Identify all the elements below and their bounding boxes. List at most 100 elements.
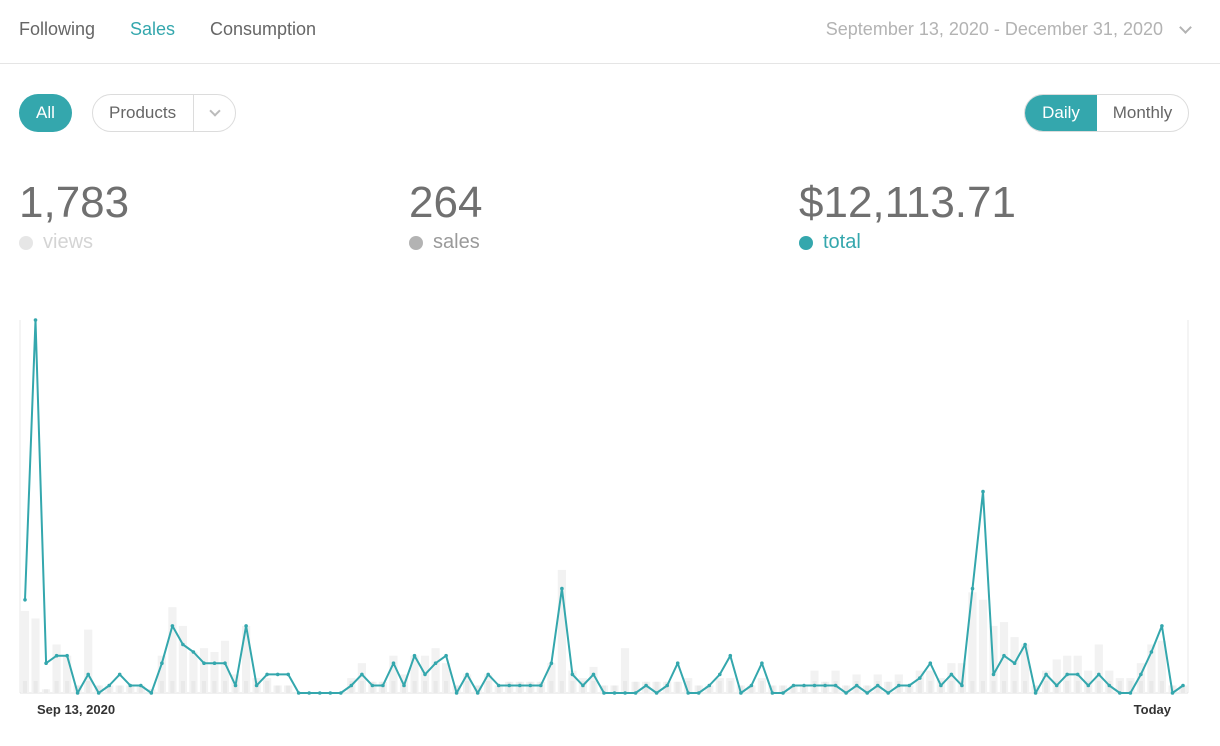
- sales-bar[interactable]: [517, 681, 522, 693]
- daily-button[interactable]: Daily: [1025, 95, 1097, 131]
- sales-bar[interactable]: [970, 681, 975, 693]
- total-point[interactable]: [1054, 683, 1059, 688]
- sales-bar[interactable]: [780, 685, 785, 694]
- total-point[interactable]: [865, 691, 869, 695]
- sales-bar[interactable]: [244, 681, 249, 693]
- tab-sales[interactable]: Sales: [130, 19, 176, 39]
- sales-bar[interactable]: [391, 681, 396, 693]
- total-point[interactable]: [191, 650, 196, 654]
- sales-bar[interactable]: [159, 681, 164, 693]
- total-point[interactable]: [1086, 683, 1091, 688]
- total-point[interactable]: [44, 661, 48, 665]
- views-bar[interactable]: [157, 655, 166, 693]
- sales-bar[interactable]: [138, 685, 143, 694]
- total-point[interactable]: [928, 661, 933, 665]
- sales-bar[interactable]: [117, 685, 122, 694]
- products-dropdown-toggle[interactable]: [194, 105, 235, 117]
- tab-following[interactable]: Following: [19, 19, 96, 39]
- sales-bar[interactable]: [759, 681, 764, 693]
- total-point[interactable]: [854, 683, 859, 688]
- sales-bar[interactable]: [654, 681, 659, 693]
- sales-bar[interactable]: [538, 681, 543, 693]
- sales-bar[interactable]: [412, 681, 417, 693]
- sales-bar[interactable]: [728, 681, 733, 693]
- sales-bar[interactable]: [486, 681, 491, 693]
- total-point[interactable]: [581, 683, 585, 688]
- sales-bar[interactable]: [1159, 681, 1164, 693]
- sales-bar[interactable]: [65, 681, 70, 693]
- total-point[interactable]: [949, 672, 954, 677]
- total-point[interactable]: [496, 683, 501, 688]
- total-point[interactable]: [1118, 691, 1122, 695]
- sales-bar[interactable]: [86, 681, 91, 693]
- total-point[interactable]: [897, 683, 901, 688]
- sales-bar[interactable]: [1075, 681, 1080, 693]
- views-bar[interactable]: [357, 663, 366, 693]
- sales-bar[interactable]: [802, 685, 807, 694]
- total-point[interactable]: [54, 653, 59, 658]
- total-point[interactable]: [960, 683, 964, 688]
- total-point[interactable]: [328, 691, 333, 695]
- total-point[interactable]: [781, 691, 785, 695]
- total-point[interactable]: [823, 683, 827, 688]
- total-point[interactable]: [770, 691, 775, 695]
- views-bar[interactable]: [20, 610, 30, 693]
- total-point[interactable]: [23, 598, 27, 602]
- total-point[interactable]: [107, 683, 111, 688]
- sales-bar[interactable]: [612, 685, 617, 694]
- sales-bar[interactable]: [275, 685, 280, 694]
- total-point[interactable]: [1075, 672, 1080, 677]
- views-bar[interactable]: [431, 648, 440, 693]
- total-point[interactable]: [223, 661, 227, 665]
- total-point[interactable]: [1044, 672, 1048, 677]
- tab-consumption[interactable]: Consumption: [210, 19, 317, 39]
- total-point[interactable]: [370, 683, 375, 688]
- views-bar[interactable]: [189, 652, 198, 693]
- sales-bar[interactable]: [559, 681, 564, 693]
- sales-bar[interactable]: [223, 681, 228, 693]
- date-range-picker[interactable]: September 13, 2020 - December 31, 2020: [826, 19, 1192, 40]
- sales-legend[interactable]: sales: [409, 231, 482, 254]
- total-point[interactable]: [170, 624, 175, 628]
- sales-bar[interactable]: [465, 681, 470, 693]
- sales-bar[interactable]: [444, 681, 449, 693]
- sales-bar[interactable]: [549, 681, 554, 693]
- total-point[interactable]: [570, 672, 575, 677]
- views-bar[interactable]: [410, 655, 419, 693]
- total-point[interactable]: [665, 683, 669, 688]
- views-bar[interactable]: [63, 655, 72, 693]
- total-point[interactable]: [381, 683, 385, 688]
- sales-bar[interactable]: [1096, 681, 1101, 693]
- total-point[interactable]: [718, 672, 722, 677]
- total-point[interactable]: [560, 586, 564, 591]
- total-point[interactable]: [1170, 691, 1175, 695]
- views-legend[interactable]: views: [19, 231, 129, 254]
- sales-bar[interactable]: [1002, 681, 1007, 693]
- total-point[interactable]: [760, 661, 764, 665]
- total-point[interactable]: [233, 683, 238, 688]
- total-point[interactable]: [1160, 624, 1164, 628]
- total-point[interactable]: [402, 683, 406, 688]
- total-point[interactable]: [212, 661, 217, 665]
- total-point[interactable]: [981, 489, 985, 494]
- total-point[interactable]: [833, 683, 838, 688]
- views-bar[interactable]: [1147, 644, 1156, 694]
- total-point[interactable]: [265, 672, 269, 677]
- total-point[interactable]: [433, 661, 438, 665]
- total-point[interactable]: [970, 586, 975, 591]
- sales-bar[interactable]: [180, 681, 185, 693]
- sales-bar[interactable]: [454, 685, 459, 694]
- sales-bar[interactable]: [991, 681, 996, 693]
- total-point[interactable]: [33, 318, 38, 322]
- sales-bar[interactable]: [886, 681, 891, 693]
- sales-bar[interactable]: [496, 685, 501, 694]
- total-point[interactable]: [739, 691, 743, 695]
- total-point[interactable]: [96, 691, 101, 695]
- total-point[interactable]: [591, 672, 596, 677]
- products-select[interactable]: Products: [92, 94, 236, 132]
- sales-bar[interactable]: [107, 685, 112, 694]
- sales-bar[interactable]: [791, 685, 796, 694]
- sales-bar[interactable]: [675, 681, 680, 693]
- views-bar[interactable]: [1052, 659, 1061, 693]
- total-legend[interactable]: total: [799, 231, 1016, 254]
